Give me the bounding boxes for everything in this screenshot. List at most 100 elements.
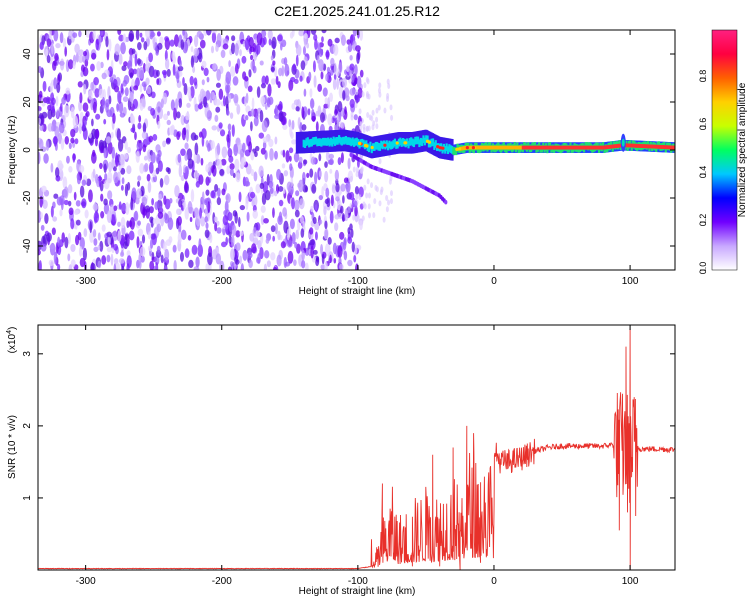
ridge-core [544, 145, 548, 150]
noise-blob [68, 200, 72, 207]
noise-blob [245, 92, 249, 104]
noise-blob [136, 58, 141, 65]
noise-blob [264, 103, 268, 111]
ridge-core [555, 145, 558, 150]
ridge-band-mid [392, 140, 395, 148]
noise-blob [324, 97, 328, 105]
noise-blob [205, 176, 210, 186]
noise-blob [267, 83, 272, 97]
noise-blob [244, 37, 250, 51]
noise-blob [164, 248, 170, 261]
noise-blob [157, 211, 164, 219]
ridge-band-mid [340, 137, 343, 146]
noise-blob [54, 126, 60, 138]
noise-blob [383, 107, 387, 114]
noise-blob [195, 256, 200, 268]
ridge-core [565, 145, 568, 150]
noise-blob [38, 66, 42, 73]
noise-blob [248, 141, 253, 153]
ridge-core [528, 145, 531, 150]
noise-blob [326, 66, 331, 73]
noise-blob [143, 83, 147, 92]
noise-blob [259, 110, 264, 123]
noise-blob [339, 263, 344, 270]
noise-blob [329, 168, 333, 174]
ridge-band-mid [419, 137, 422, 146]
noise-blob [77, 231, 82, 241]
ridge-band-mid [434, 140, 437, 148]
ridge-band-mid [323, 137, 326, 146]
ridge-band-mid [318, 138, 322, 146]
noise-blob [38, 210, 42, 223]
ridge-core [634, 143, 637, 148]
noise-blob [126, 263, 130, 270]
noise-blob [316, 256, 320, 263]
noise-blob [258, 132, 265, 139]
ridge-band-mid [361, 138, 364, 147]
noise-blob [42, 234, 48, 247]
noise-blob [194, 134, 199, 141]
ridge-band-mid [369, 141, 372, 150]
noise-blob [163, 174, 170, 186]
ridge-band-mid [373, 143, 376, 151]
noise-blob [261, 120, 268, 133]
noise-blob [50, 125, 55, 132]
noise-blob [98, 35, 102, 48]
noise-blob [388, 178, 392, 185]
noise-blob [354, 205, 358, 217]
noise-blob [110, 131, 114, 139]
noise-blob [120, 237, 125, 249]
ridge-core [636, 143, 639, 148]
ridge-core [649, 144, 652, 149]
ridge-band [299, 131, 302, 154]
noise-blob [297, 161, 303, 169]
noise-blob [255, 230, 261, 238]
noise-blob [118, 101, 124, 114]
ridge-core [577, 145, 580, 150]
noise-blob [52, 136, 59, 145]
noise-blob [221, 241, 227, 248]
noise-blob [340, 34, 346, 46]
noise-blob [230, 42, 236, 55]
noise-blob [59, 209, 63, 217]
ridge-band-mid [421, 138, 424, 147]
noise-blob [166, 68, 171, 77]
noise-blob [199, 39, 206, 49]
noise-blob [106, 246, 112, 253]
noise-blob [187, 86, 192, 99]
noise-blob [223, 210, 228, 216]
ridge-band-mid [410, 137, 413, 145]
noise-blob [256, 32, 263, 46]
ridge-core [479, 145, 482, 150]
noise-blob [70, 106, 75, 119]
ridge-core [520, 145, 523, 150]
noise-blob [179, 251, 184, 262]
ridge-core [536, 145, 539, 150]
noise-blob [356, 214, 360, 221]
noise-blob [298, 179, 304, 193]
ridge-core [641, 144, 644, 149]
noise-blob [249, 191, 256, 199]
snr-plot-area [38, 328, 675, 570]
ridge-band-mid [389, 141, 392, 150]
noise-blob [252, 209, 258, 219]
noise-blob [145, 56, 149, 68]
noise-blob [167, 167, 171, 175]
noise-blob [250, 121, 253, 132]
ridge-core [657, 144, 661, 149]
noise-blob [91, 52, 97, 60]
ridge-core [602, 145, 605, 150]
ridge-band-mid [316, 138, 319, 147]
noise-blob [195, 214, 201, 227]
noise-blob [250, 151, 255, 161]
ridge-band-mid [377, 142, 380, 151]
ridge-band-mid [327, 137, 330, 146]
noise-blob [92, 203, 99, 211]
noise-blob [262, 136, 269, 144]
noise-blob [50, 205, 54, 218]
noise-blob [289, 218, 295, 230]
noise-blob [277, 230, 281, 241]
noise-blob [75, 200, 81, 207]
noise-blob [359, 30, 364, 41]
noise-blob [337, 212, 343, 219]
